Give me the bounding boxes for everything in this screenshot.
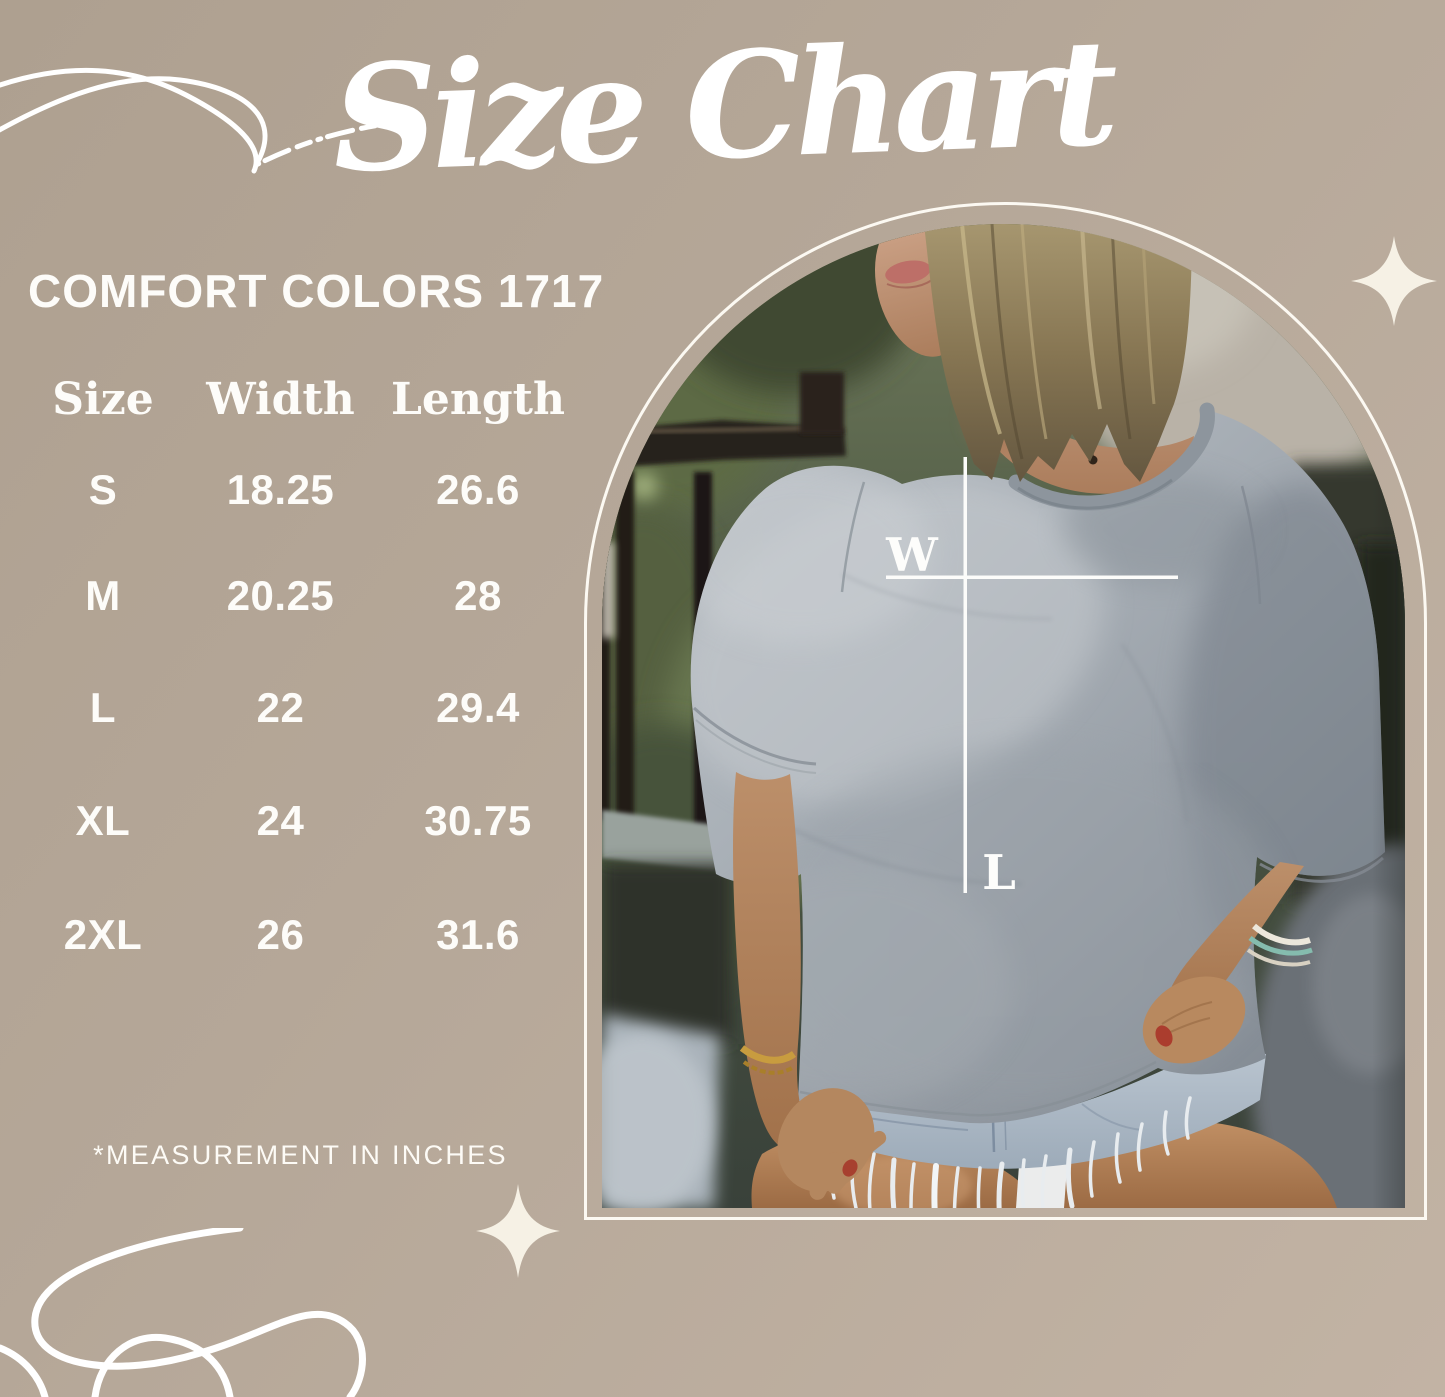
width-value: 18.25: [226, 466, 335, 513]
brand-heading: COMFORT COLORS 1717: [28, 265, 605, 317]
right-arm: [1142, 862, 1313, 1064]
squiggle-decoration: [0, 1228, 366, 1397]
table-row: 2XL 26 31.6: [28, 908, 573, 962]
table-row: XL 24 30.75: [28, 794, 573, 848]
sparkle-icon: [1351, 236, 1437, 326]
photo-arch-outline: [584, 202, 1427, 1220]
table-row: L 22 29.4: [28, 681, 573, 735]
size-value: L: [89, 684, 117, 731]
lips: [885, 260, 931, 284]
width-label: W: [885, 528, 939, 582]
width-value: 22: [256, 684, 305, 731]
length-value: 31.6: [436, 911, 520, 958]
width-measure-line: [886, 575, 1178, 579]
column-header-width: Width: [206, 373, 355, 425]
photo-scene: W L: [602, 224, 1405, 1208]
length-value: 26.6: [436, 466, 520, 513]
column-header-size: Size: [52, 373, 154, 425]
width-value: 24: [256, 797, 305, 844]
collar: [1008, 402, 1215, 511]
page-title: Size Chart: [329, 7, 1115, 206]
left-arm: [733, 772, 887, 1200]
product-photo: W L: [602, 224, 1405, 1208]
length-label: L: [982, 845, 1016, 901]
wavy-lines-decoration: [0, 67, 415, 174]
length-measure-line: [963, 457, 967, 893]
length-value: 28: [454, 572, 502, 619]
length-value: 29.4: [436, 684, 520, 731]
table-header-row: Size Width Length: [28, 372, 573, 426]
size-value: M: [85, 572, 121, 619]
hair: [924, 224, 1192, 482]
measurement-overlay: W L: [885, 457, 1178, 901]
size-value: S: [88, 466, 118, 513]
width-value: 20.25: [226, 572, 335, 619]
painted-thumbnail: [1155, 1025, 1173, 1047]
length-value: 30.75: [424, 797, 532, 844]
painted-nail: [842, 1159, 858, 1177]
sparkle-icon: [476, 1184, 560, 1278]
table-row: S 18.25 26.6: [28, 463, 573, 517]
gold-bracelet: [739, 1045, 797, 1064]
measurement-note: *MEASUREMENT IN INCHES: [93, 1140, 508, 1170]
table-row: M 20.25 28: [28, 569, 573, 623]
size-value: XL: [75, 797, 131, 844]
model: [690, 224, 1385, 1208]
width-value: 26: [256, 911, 305, 958]
size-value: 2XL: [63, 911, 143, 958]
column-header-length: Length: [390, 373, 565, 425]
beaded-bracelet: [1252, 923, 1311, 946]
